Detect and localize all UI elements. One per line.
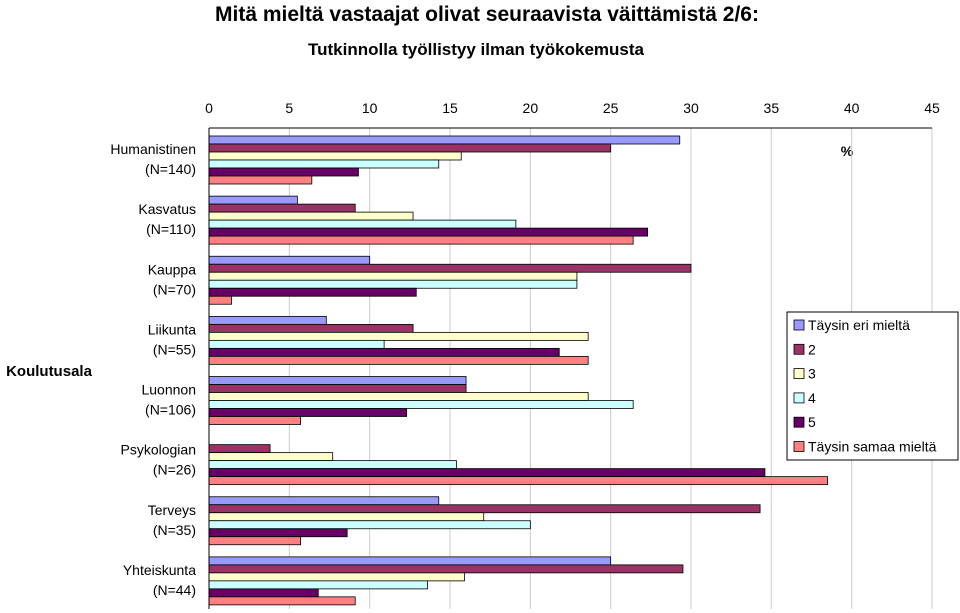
x-tick-label: 35 xyxy=(764,100,780,116)
category-label: Psykologian (N=26) xyxy=(121,442,197,478)
bar xyxy=(208,588,319,598)
bar xyxy=(208,347,560,357)
bar xyxy=(208,227,649,237)
chart-title: Mitä mieltä vastaajat olivat seuraavista… xyxy=(215,3,759,26)
bar xyxy=(208,151,462,161)
category-label: Terveys (N=35) xyxy=(148,502,196,538)
legend-label: 3 xyxy=(808,366,816,382)
bar xyxy=(208,315,327,325)
legend-label: 2 xyxy=(808,341,816,357)
bar xyxy=(208,504,761,514)
bar xyxy=(208,263,692,273)
legend-swatch xyxy=(793,416,805,428)
bar xyxy=(208,384,467,393)
category-label: Kauppa (N=70) xyxy=(148,261,196,297)
bar xyxy=(208,219,517,229)
bar xyxy=(208,556,612,566)
legend: Täysin eri mieltä 2 3 4 5 Täysin samaa mieltä xyxy=(786,311,959,461)
bar xyxy=(208,572,465,582)
x-tick-label: 40 xyxy=(844,100,860,116)
bar xyxy=(208,287,417,297)
bar xyxy=(208,564,684,574)
bar xyxy=(208,167,359,177)
legend-swatch xyxy=(793,319,805,331)
legend-swatch xyxy=(793,343,805,355)
bar xyxy=(208,255,371,265)
legend-swatch xyxy=(793,392,805,404)
legend-swatch xyxy=(793,441,805,452)
category-label: Liikunta (N=55) xyxy=(148,321,196,357)
x-tick-label: 45 xyxy=(924,100,940,116)
x-tick-label: 10 xyxy=(362,100,378,116)
category-label: Kasvatus (N=110) xyxy=(138,201,196,237)
bar xyxy=(208,460,457,470)
bar xyxy=(208,211,414,221)
y-axis-label: Koulutusala xyxy=(6,363,92,380)
legend-swatch xyxy=(793,368,805,380)
bar xyxy=(208,496,440,506)
bar xyxy=(208,279,578,289)
bar xyxy=(208,444,271,454)
legend-box xyxy=(786,311,959,461)
bar xyxy=(208,295,232,305)
bar xyxy=(208,468,766,478)
bar xyxy=(208,596,356,606)
bar xyxy=(208,235,634,245)
bar xyxy=(208,355,589,365)
legend-label: Täysin eri mieltä xyxy=(808,317,910,333)
x-tick-label: 30 xyxy=(683,100,699,116)
bar xyxy=(208,195,298,205)
bar xyxy=(208,580,428,590)
x-tick-label: 20 xyxy=(523,100,539,116)
x-tick-label: 0 xyxy=(205,100,213,116)
bar xyxy=(208,331,589,341)
bar xyxy=(208,400,634,409)
x-tick-label: 5 xyxy=(285,100,293,116)
bar xyxy=(208,520,531,530)
category-label: Yhteiskunta (N=44) xyxy=(123,562,196,598)
bar xyxy=(208,392,589,401)
x-tick-label: 15 xyxy=(442,100,458,116)
bar xyxy=(208,512,485,522)
bar xyxy=(208,452,334,462)
legend-label: 4 xyxy=(808,390,816,406)
legend-label: 5 xyxy=(808,414,816,430)
x-tick-label: 25 xyxy=(603,100,619,116)
bar xyxy=(208,416,301,425)
unit-label: % xyxy=(841,143,854,159)
bar xyxy=(208,175,313,185)
bar xyxy=(208,376,467,385)
chart-subtitle: Tutkinnolla työllistyy ilman työkokemust… xyxy=(308,40,645,59)
bar xyxy=(208,408,408,417)
category-label: Humanistinen (N=140) xyxy=(110,141,196,177)
bar xyxy=(208,339,385,349)
bar xyxy=(208,528,348,538)
legend-label: Täysin samaa mieltä xyxy=(808,439,937,455)
bar xyxy=(208,536,301,546)
bar xyxy=(208,271,578,281)
bar xyxy=(208,323,414,333)
bar xyxy=(208,159,440,169)
category-label: Luonnon (N=106) xyxy=(141,382,196,418)
bar xyxy=(208,476,828,486)
bar xyxy=(208,143,612,153)
bar xyxy=(208,203,356,213)
bar xyxy=(208,135,681,145)
